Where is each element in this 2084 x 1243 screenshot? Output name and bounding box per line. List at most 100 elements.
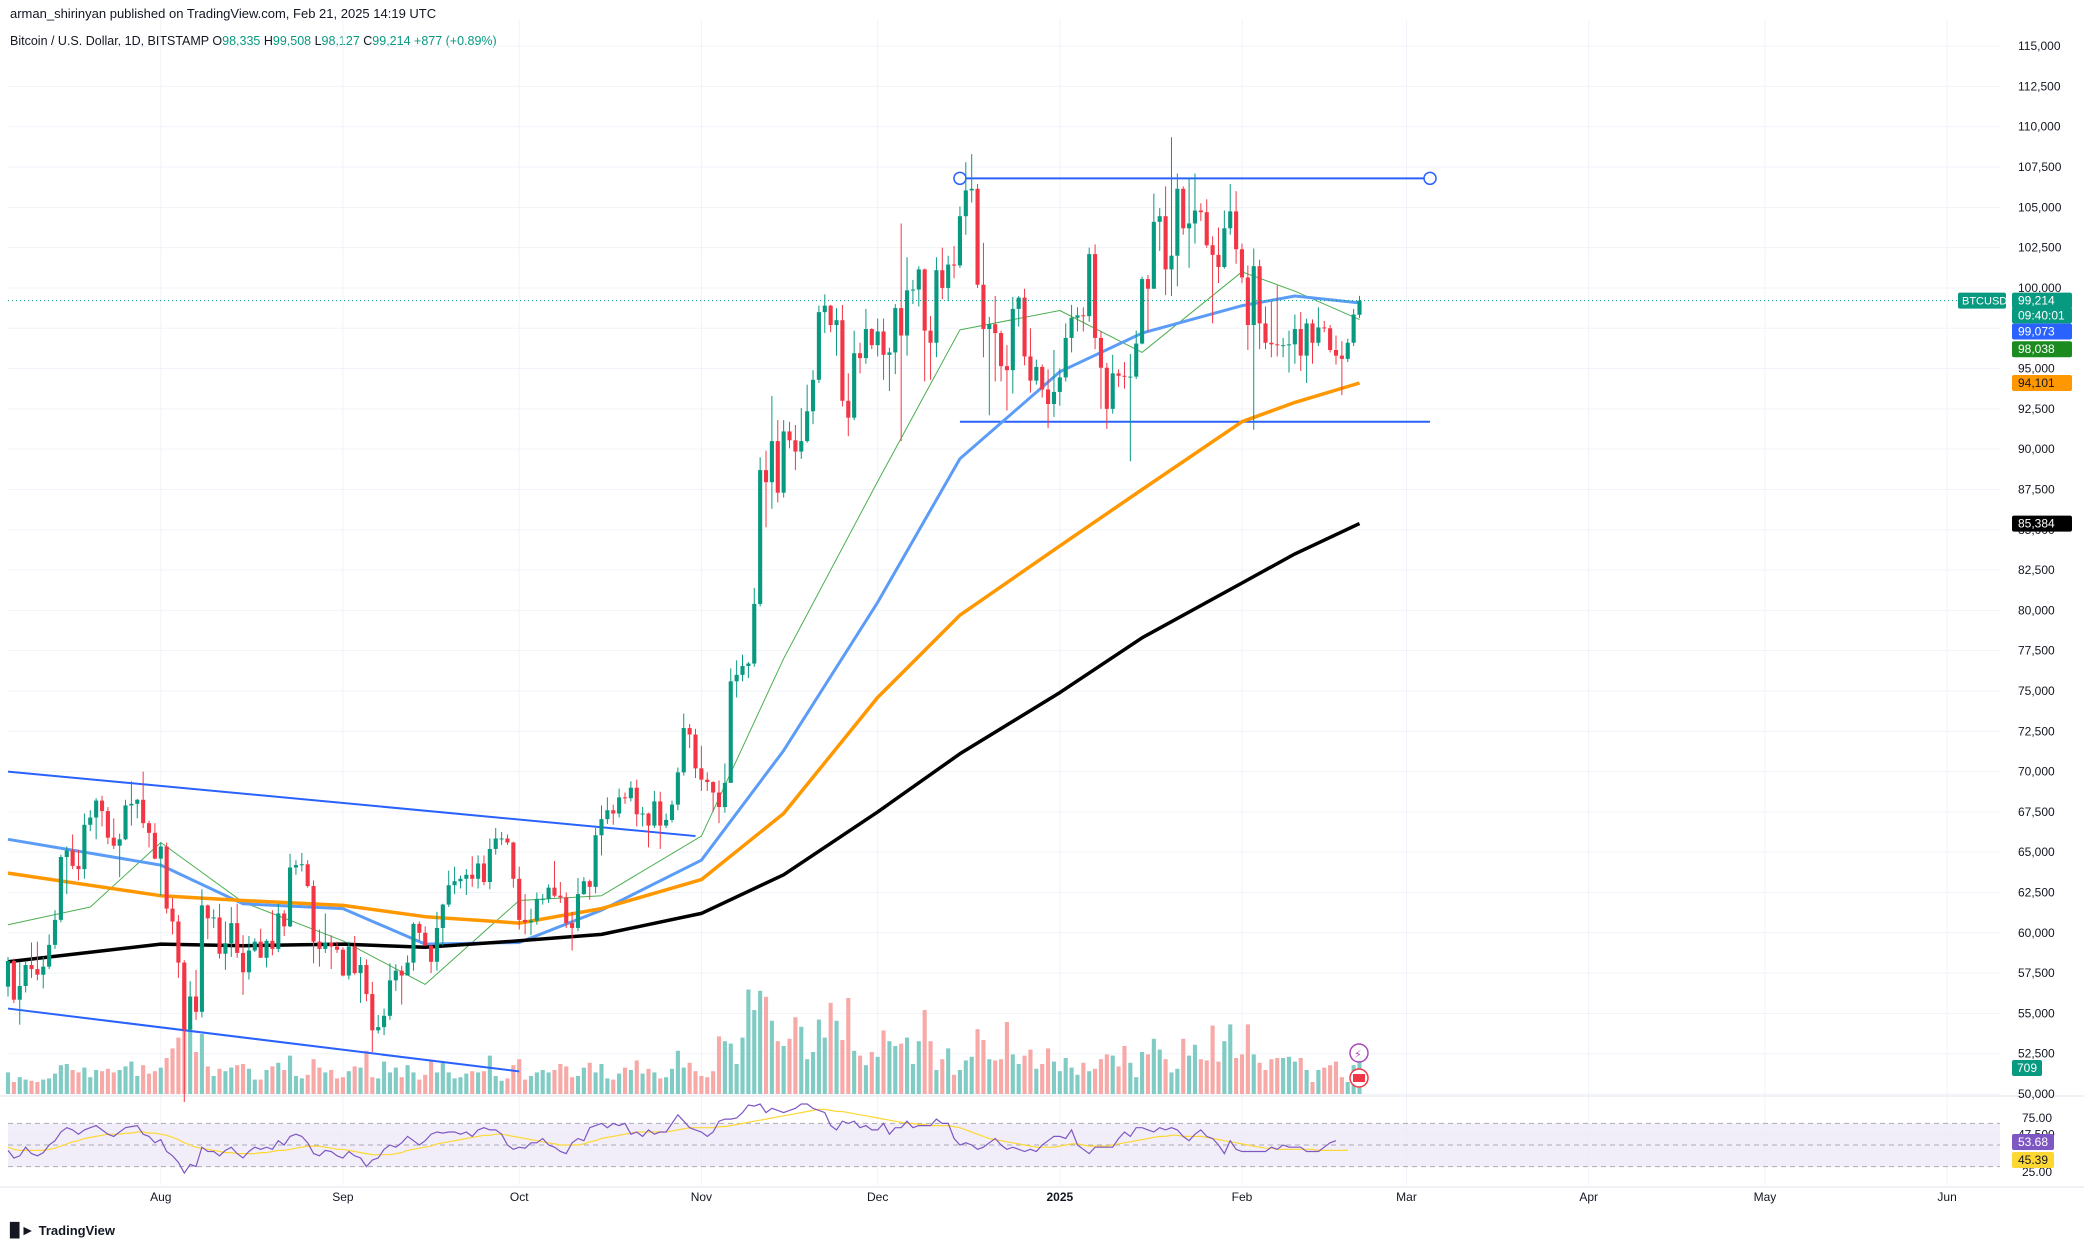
price-label-text: 94,101: [2018, 376, 2055, 390]
price-tick-label: 77,500: [2018, 644, 2055, 658]
candle-body: [29, 965, 34, 970]
volume-bar: [758, 990, 763, 1094]
candle-body: [634, 787, 639, 815]
candle-body: [587, 881, 592, 887]
volume-bar: [11, 1082, 16, 1094]
time-tick-label: Dec: [867, 1190, 888, 1204]
candle-body: [476, 863, 481, 879]
volume-bar: [793, 1017, 798, 1094]
volume-bar: [487, 1055, 492, 1094]
candle-body: [1333, 350, 1339, 356]
volume-bar: [534, 1072, 539, 1094]
time-tick-label: Feb: [1232, 1190, 1253, 1204]
price-axis: 115,000 112,500 110,000 107,500 105,000 102,5…: [2018, 39, 2062, 1141]
volume-bar: [29, 1080, 34, 1094]
volume-bar: [105, 1068, 110, 1094]
volume-bar: [99, 1071, 105, 1094]
volume-bar: [352, 1066, 357, 1094]
volume-bar: [235, 1065, 240, 1094]
symbol-tag: [1958, 292, 2006, 309]
volume-label: [2012, 1060, 2042, 1076]
candle-body: [1204, 212, 1209, 246]
candle-body: [287, 867, 293, 927]
volume-bar: [1286, 1056, 1292, 1094]
volume-bar: [1304, 1070, 1309, 1094]
tradingview-logo[interactable]: ▉► TradingView: [10, 1222, 115, 1239]
candle-body: [493, 838, 498, 849]
price-tick-label: 80,000: [2018, 603, 2055, 617]
volume-bar: [505, 1078, 510, 1094]
candle-body: [1263, 323, 1268, 343]
volume-bar: [246, 1068, 251, 1094]
candle-body: [1157, 216, 1162, 222]
volume-bar: [1104, 1054, 1109, 1094]
volume-bar: [681, 1067, 686, 1094]
candle-body: [240, 952, 246, 973]
price-tick-label: 102,500: [2018, 241, 2062, 255]
volume-bar: [570, 1077, 575, 1094]
volume-bar: [564, 1066, 569, 1094]
volume-bar: [123, 1066, 128, 1094]
candle-body: [1040, 366, 1045, 390]
candle-body: [335, 946, 340, 950]
candle-body: [1134, 343, 1139, 377]
candle-body: [552, 887, 557, 896]
candle-body: [869, 329, 874, 346]
volume-bar: [58, 1065, 63, 1094]
candle-body: [763, 470, 769, 483]
volume-bar: [693, 1071, 698, 1094]
volume-bar: [1116, 1066, 1121, 1094]
time-axis: Aug Sep Oct Nov Dec 2025 Feb Mar Apr May Jun: [150, 1190, 1957, 1204]
candle-body: [158, 846, 163, 859]
candle-body: [1298, 329, 1303, 356]
candle-body: [1075, 315, 1080, 318]
candle-body: [35, 969, 40, 975]
moving-average-line: [7, 271, 1360, 985]
volume-bar: [769, 1020, 774, 1094]
volume-bar: [834, 1020, 839, 1094]
candle-body: [405, 962, 410, 976]
candle-body: [934, 270, 939, 343]
volume-bar: [669, 1068, 675, 1094]
candle-body: [223, 943, 228, 954]
candle-body: [540, 898, 545, 900]
symbol-legend[interactable]: Bitcoin / U.S. Dollar, 1D, BITSTAMP O98,…: [10, 34, 497, 48]
volume-bar: [904, 1037, 910, 1094]
candle-body: [1351, 314, 1356, 343]
volume-bar: [652, 1072, 657, 1094]
tradingview-logo-icon: ▉►: [10, 1222, 35, 1238]
candle-body: [893, 308, 898, 353]
volume-bar: [887, 1041, 892, 1094]
candle-body: [1357, 300, 1362, 315]
candle-body: [1140, 279, 1145, 344]
candle-body: [916, 269, 921, 290]
volume-bar: [23, 1079, 28, 1094]
candle-body: [1069, 317, 1074, 338]
candle-body: [1046, 389, 1051, 405]
candle-body: [975, 188, 980, 285]
candle-body: [511, 842, 516, 879]
volume-bar: [405, 1065, 410, 1094]
candle-body: [993, 324, 998, 334]
volume-bar: [1169, 1072, 1174, 1094]
candle-body: [258, 941, 263, 958]
candle-body: [1128, 376, 1133, 378]
candle-body: [246, 950, 251, 973]
high-label: H: [263, 34, 273, 48]
candle-body: [1051, 391, 1057, 405]
candle-body: [570, 923, 575, 928]
candle-body: [681, 728, 686, 773]
candle-body: [141, 799, 146, 824]
low-label: L: [314, 34, 322, 48]
volume-bar: [1157, 1049, 1162, 1094]
volume-bar: [64, 1064, 69, 1094]
candle-body: [1022, 297, 1027, 357]
candle-body: [863, 329, 868, 359]
volume-bar: [734, 1064, 739, 1094]
candle-body: [135, 799, 140, 804]
volume-bar: [76, 1072, 81, 1094]
trendlines: [7, 171, 1437, 1073]
lightning-icon: ⚡: [1354, 1048, 1362, 1061]
